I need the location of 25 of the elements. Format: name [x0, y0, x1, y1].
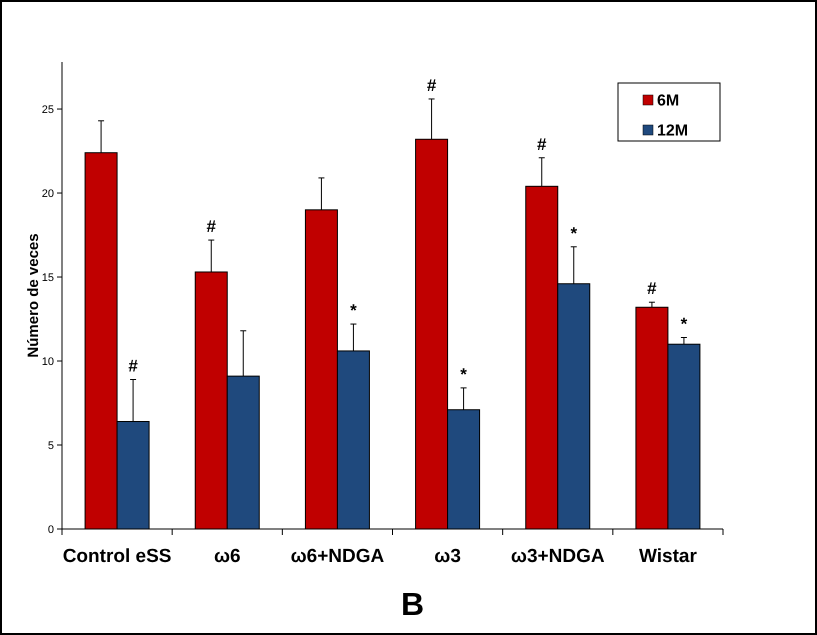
- x-tick-label: ω3: [434, 546, 461, 567]
- x-tick-label: ω6+NDGA: [290, 546, 385, 567]
- data-label: #: [426, 76, 437, 95]
- legend-label: 6M: [657, 92, 680, 110]
- legend-label: 12M: [657, 122, 688, 140]
- y-axis-title: Número de veces: [25, 233, 42, 358]
- y-tick-label: 25: [42, 104, 54, 116]
- data-label: *: [460, 364, 468, 384]
- data-label: #: [206, 217, 217, 236]
- text: B: [400, 586, 424, 622]
- y-tick-label: 15: [42, 272, 54, 284]
- data-label: #: [647, 279, 658, 298]
- data-label: *: [680, 314, 688, 334]
- data-label: #: [537, 134, 548, 154]
- y-tick-label: 20: [42, 188, 54, 200]
- data-label: #: [128, 356, 138, 376]
- x-tick-label: ω3+NDGA: [510, 546, 605, 567]
- x-tick-label: ω6: [214, 546, 241, 567]
- data-label: *: [350, 301, 358, 320]
- y-tick-label: 5: [48, 440, 54, 452]
- y-tick-label: 0: [48, 524, 54, 536]
- x-tick-label: Wistar: [638, 546, 698, 567]
- y-tick-label: 10: [42, 356, 54, 368]
- data-label: *: [570, 224, 578, 243]
- x-tick-label: Control eSS: [62, 546, 172, 567]
